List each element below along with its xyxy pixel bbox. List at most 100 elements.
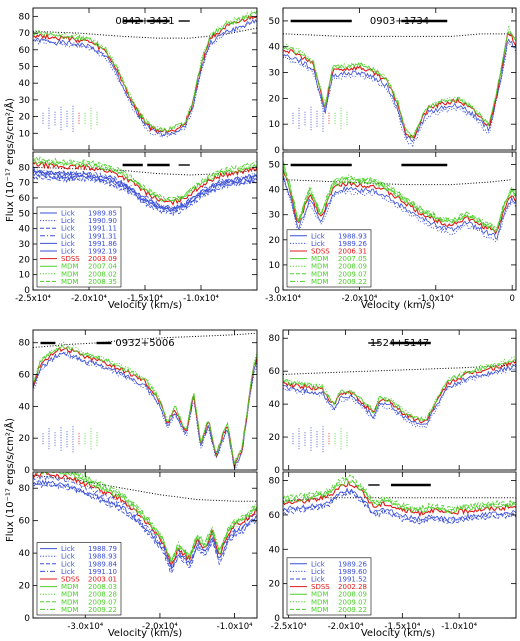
x-tick-label: -1.0x10⁴ (183, 294, 219, 304)
plot-frame (32, 7, 258, 151)
legend-survey: MDM (61, 598, 78, 606)
spectrum-lick-0 (33, 351, 257, 469)
legend-epoch: 2009.07 (338, 598, 367, 606)
spectrum-lick-3 (33, 475, 257, 568)
y-tick-label: 40 (269, 545, 281, 555)
y-tick-label: 60 (19, 517, 31, 527)
legend-epoch: 1988.93 (338, 232, 367, 240)
legend-epoch: 1988.93 (88, 553, 117, 561)
legend-epoch: 2008.09 (338, 591, 367, 599)
legend-survey: Lick (311, 232, 326, 240)
legend-survey: Lick (311, 240, 326, 248)
y-tick-label: 80 (269, 334, 281, 344)
spectrum-mdm-4 (283, 356, 516, 422)
y-tick-label: 80 (269, 477, 281, 487)
spectrum-sdss-2 (283, 33, 516, 139)
spectrum-mdm-3 (283, 30, 516, 139)
continuum-line (33, 474, 257, 502)
x-tick-label: -2.0x10⁴ (328, 622, 364, 632)
legend-survey: MDM (311, 278, 328, 286)
panel-0932-5006-bottom: 0 20 40 60 80 -3.0x10⁴ -2.0x10⁴ -1.0x10⁴ Lick 198… (19, 471, 258, 632)
plot-frame (32, 471, 258, 619)
y-tick-label: 0 (274, 286, 280, 296)
spectrum-mdm-8 (33, 158, 257, 203)
legend-epoch: 2009.07 (88, 598, 117, 606)
x-tick-label: -2.0x10⁴ (142, 622, 178, 632)
spectrum-sdss-2 (283, 168, 516, 235)
x-tick-label: -2.5x10⁴ (15, 294, 51, 304)
legend-survey: Lick (311, 560, 326, 568)
spectrum-lick-0 (283, 38, 516, 143)
y-axis-label-upper: Flux (10⁻¹⁷ ergs/s/cm²/Å) (3, 98, 16, 222)
spectrum-sdss-4 (33, 472, 257, 566)
plot-area (283, 25, 516, 149)
y-tick-label: 30 (19, 240, 31, 250)
panel-label: 0842+3431 (115, 16, 174, 27)
legend-epoch: 1989.84 (88, 560, 117, 568)
x-tick-label: -1.5x10⁴ (384, 622, 420, 632)
y-tick-label: 0 (24, 614, 30, 624)
legend-epoch: 1991.52 (338, 576, 367, 584)
legend-survey: MDM (61, 278, 78, 286)
legend-epoch: 1990.90 (88, 217, 117, 225)
legend-epoch: 1989.60 (338, 568, 367, 576)
legend-survey: SDSS (311, 583, 330, 591)
legend-survey: MDM (61, 606, 78, 614)
spectrum-lick-1 (283, 489, 516, 524)
legend-epoch: 2002.28 (338, 583, 367, 591)
y-tick-label: 60 (269, 511, 281, 521)
spectrum-mdm-3 (33, 345, 257, 464)
y-tick-label: 60 (269, 367, 281, 377)
x-tick-label: -1.5x10⁴ (127, 294, 163, 304)
y-tick-label: 30 (269, 69, 281, 79)
spectrum-lick-2 (33, 173, 257, 218)
y-tick-label: 40 (19, 79, 31, 89)
legend-survey: SDSS (61, 255, 80, 263)
legend-survey: MDM (311, 270, 328, 278)
spectrum-mdm-3 (283, 358, 516, 422)
continuum-line (283, 364, 516, 375)
panel-0932-5006: 0 20 40 60 80 0932+5006 0 20 40 60 80 -3.0x10⁴ -2.0… (19, 329, 258, 632)
y-tick-label: 30 (269, 211, 281, 221)
legend-survey: MDM (311, 255, 328, 263)
legend-survey: MDM (61, 583, 78, 591)
legend: Lick 1988.93 Lick 1989.26 SDSS 2006.31 MDM 2007… (286, 229, 372, 288)
y-tick-label: 0 (274, 466, 280, 476)
y-tick-label: 10 (19, 129, 31, 139)
legend-survey: Lick (311, 576, 326, 584)
panel-label: 0932+5006 (115, 338, 174, 349)
legend-epoch: 1992.19 (88, 248, 117, 256)
panel-0903-1734-top: 0 10 20 30 40 50 0903+1734 (269, 7, 517, 156)
y-tick-label: 40 (269, 43, 281, 53)
y-tick-label: 40 (19, 402, 31, 412)
spectrum-lick-1 (33, 352, 257, 470)
spectrum-lick-3 (33, 167, 257, 211)
spectrum-mdm-5 (36, 472, 257, 565)
y-tick-label: 80 (19, 163, 31, 173)
y-tick-label: 50 (19, 62, 31, 72)
y-tick-label: 20 (19, 255, 31, 265)
legend-survey: Lick (61, 232, 76, 240)
legend: Lick 1989.85 Lick 1990.90 Lick 1991.11 Lick 199… (36, 206, 122, 288)
legend-epoch: 2009.22 (88, 606, 117, 614)
spectrum-sdss-2 (283, 360, 516, 424)
y-tick-label: 70 (19, 29, 31, 39)
legend-epoch: 2008.35 (88, 278, 117, 286)
spectrum-lick-0 (33, 479, 257, 570)
legend-survey: MDM (61, 270, 78, 278)
legend-epoch: 2007.04 (88, 263, 117, 271)
legend-survey: Lick (61, 553, 76, 561)
legend-epoch: 2007.05 (338, 255, 367, 263)
panel-0842-3431: 10 20 30 40 50 60 70 80 0842+3431 0 10 20 30 40 50 60 7… (15, 7, 258, 304)
y-tick-label: 60 (19, 194, 31, 204)
spectrum-lick-1 (283, 41, 516, 149)
spectrum-sdss-3 (283, 480, 516, 518)
panel-1524-5147-top: 0 20 40 60 80 1524+5147 (269, 329, 517, 476)
legend-epoch: 1989.26 (338, 240, 367, 248)
y-tick-label: 30 (19, 96, 31, 106)
x-tick-label: -1.0x10⁴ (217, 622, 253, 632)
legend: Lick 1988.79 Lick 1988.93 Lick 1989.84 Lick 199… (36, 542, 122, 616)
y-tick-label: 10 (19, 271, 31, 281)
x-axis-label-br: Velocity (km/s) (361, 628, 435, 639)
